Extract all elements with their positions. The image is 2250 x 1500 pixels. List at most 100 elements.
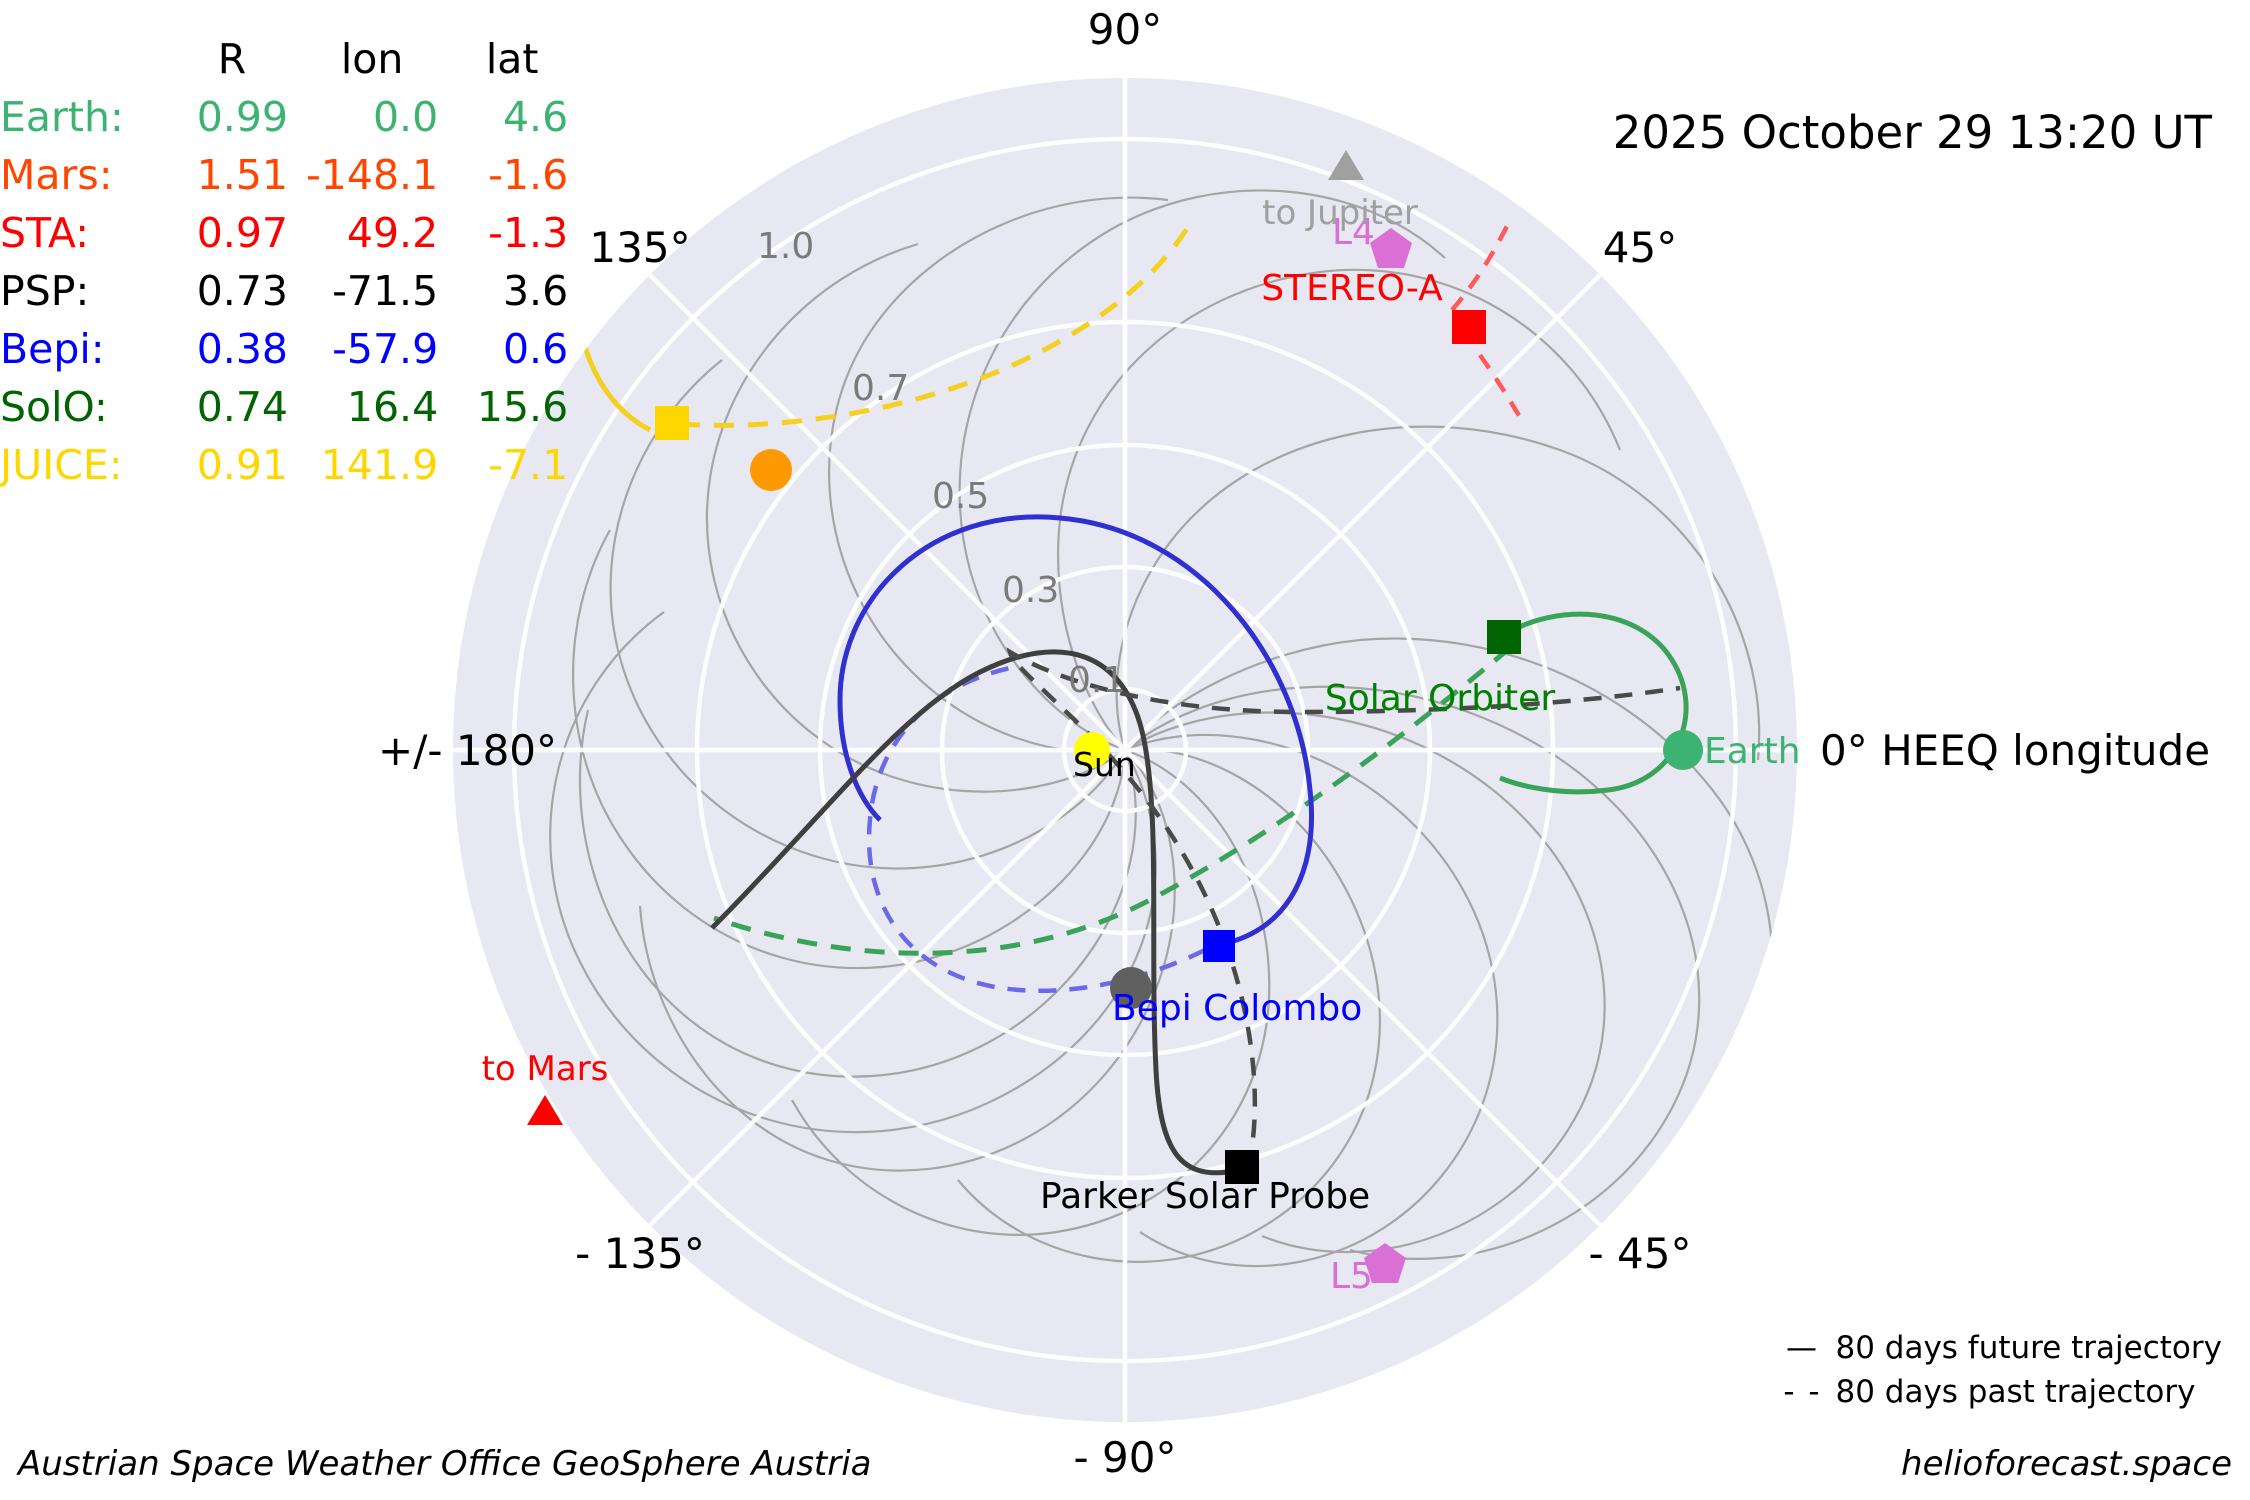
row-solo-lon: 16.4 <box>346 383 439 431</box>
sun-label: Sun <box>1073 745 1136 784</box>
polar-grid-rings <box>511 136 1739 1364</box>
row-sta-lat: -1.3 <box>488 209 569 257</box>
venus-marker[interactable] <box>750 449 792 491</box>
table-row: Mars: 1.51 -148.1 -1.6 <box>0 146 568 204</box>
radial-tick-1-0: 1.0 <box>757 226 814 267</box>
row-solo-name: SolO: <box>0 383 108 431</box>
row-bepi-name: Bepi: <box>0 325 105 373</box>
stereo-a-label: STEREO-A <box>1261 268 1443 309</box>
row-bepi-lon: -57.9 <box>332 325 439 373</box>
row-bepi-lat: 0.6 <box>502 325 569 373</box>
to-jupiter-marker[interactable] <box>1328 150 1364 180</box>
psp-future-trajectory <box>710 649 1229 1176</box>
l5-marker[interactable] <box>1364 1243 1406 1283</box>
radial-tick-0-5: 0.5 <box>932 476 989 517</box>
row-psp-r: 0.73 <box>196 267 288 315</box>
radial-tick-labels: 1.0 0.7 0.5 0.3 0.1 <box>757 226 1125 701</box>
bepi-future-trajectory <box>837 514 1314 949</box>
row-mars-lon: -148.1 <box>306 151 439 199</box>
legend-future-label: 80 days future trajectory <box>1835 1329 2222 1366</box>
mercury-marker[interactable] <box>1110 967 1152 1009</box>
table-row: PSP: 0.73 -71.5 3.6 <box>0 262 568 320</box>
table-row: Earth: 0.99 0.0 4.6 <box>0 88 568 146</box>
psp-past-trajectory <box>1006 647 1681 1169</box>
row-juice-lat: -7.1 <box>488 441 569 489</box>
earth-marker[interactable] <box>1663 730 1703 770</box>
stereo-a-past-trajectory <box>1450 222 1511 312</box>
radial-tick-0-3: 0.3 <box>1002 570 1059 611</box>
solar-orbiter-marker[interactable] <box>1487 620 1521 654</box>
l4-marker[interactable] <box>1370 228 1412 268</box>
legend-past-label: 80 days past trajectory <box>1835 1373 2196 1410</box>
row-psp-lon: -71.5 <box>332 267 439 315</box>
angle-labels: 90° 45° 0° HEEQ longitude - 45° - 90° - … <box>378 5 2210 1482</box>
row-mars-r: 1.51 <box>196 151 288 199</box>
dashed-line-icon: - - <box>1783 1373 1822 1410</box>
bepi-colombo-label: Bepi Colombo <box>1112 988 1362 1029</box>
angle-label-m45: - 45° <box>1589 1229 1692 1278</box>
table-row: SolO: 0.74 16.4 15.6 <box>0 378 568 436</box>
row-juice-name: JUICE: <box>0 441 123 489</box>
row-earth-name: Earth: <box>0 93 124 141</box>
solar-orbiter-past-trajectory <box>713 646 1512 956</box>
footer-attribution: Austrian Space Weather Office GeoSphere … <box>18 1444 872 1484</box>
row-solo-r: 0.74 <box>196 383 288 431</box>
to-jupiter-label: to Jupiter <box>1262 193 1418 233</box>
footer-website: helioforecast.space <box>1901 1444 2232 1484</box>
row-sta-r: 0.97 <box>196 209 288 257</box>
l5-label: L5 <box>1330 1256 1373 1297</box>
table-header-lon: lon <box>340 35 404 83</box>
sun-marker[interactable] <box>1074 732 1110 768</box>
angle-label-45: 45° <box>1603 223 1677 272</box>
angle-label-135: 135° <box>589 223 690 272</box>
radial-tick-0-7: 0.7 <box>852 368 909 409</box>
angle-label-m90: - 90° <box>1074 1433 1177 1482</box>
parker-solar-probe-label: Parker Solar Probe <box>1040 1176 1370 1217</box>
angle-label-0: 0° HEEQ longitude <box>1820 726 2210 775</box>
row-juice-lon: 141.9 <box>320 441 439 489</box>
legend-item-future: — 80 days future trajectory <box>1779 1326 2222 1370</box>
trajectory-legend: — 80 days future trajectory - - 80 days … <box>1779 1326 2222 1414</box>
row-sta-name: STA: <box>0 209 90 257</box>
polar-grid-spokes <box>453 78 1797 1422</box>
table-header-lat: lat <box>485 35 539 83</box>
parker-spiral-lines <box>549 189 1774 1268</box>
row-earth-lat: 4.6 <box>502 93 569 141</box>
radial-tick-0-1: 0.1 <box>1068 660 1125 701</box>
angle-label-90: 90° <box>1088 5 1162 54</box>
to-mars-marker[interactable] <box>527 1095 563 1125</box>
table-row: JUICE: 0.91 141.9 -7.1 <box>0 436 568 494</box>
table-header-name <box>0 30 158 88</box>
table-header-r: R <box>217 35 247 83</box>
row-earth-r: 0.99 <box>196 93 288 141</box>
row-mars-lat: -1.6 <box>488 151 569 199</box>
row-sta-lon: 49.2 <box>346 209 439 257</box>
stereo-a-future-trajectory <box>1478 353 1526 426</box>
to-mars-label: to Mars <box>482 1049 609 1089</box>
solid-line-icon: — <box>1785 1329 1819 1366</box>
page-title: 2025 October 29 13:20 UT <box>1612 106 2212 159</box>
row-juice-r: 0.91 <box>196 441 288 489</box>
table-row: STA: 0.97 49.2 -1.3 <box>0 204 568 262</box>
bepi-colombo-marker[interactable] <box>1203 930 1235 962</box>
angle-label-m135: - 135° <box>575 1229 705 1278</box>
row-bepi-r: 0.38 <box>196 325 288 373</box>
l4-label: L4 <box>1332 212 1375 253</box>
table-header-row: R lon lat <box>0 30 568 88</box>
ephemeris-table: R lon lat Earth: 0.99 0.0 4.6 Mars: 1.51… <box>0 30 568 494</box>
solar-orbiter-label: Solar Orbiter <box>1325 678 1555 719</box>
row-solo-lat: 15.6 <box>476 383 569 431</box>
legend-item-past: - - 80 days past trajectory <box>1779 1370 2222 1414</box>
angle-label-180: +/- 180° <box>378 726 557 775</box>
row-earth-lon: 0.0 <box>372 93 439 141</box>
row-psp-name: PSP: <box>0 267 90 315</box>
parker-solar-probe-marker[interactable] <box>1225 1150 1259 1184</box>
row-mars-name: Mars: <box>0 151 113 199</box>
row-psp-lat: 3.6 <box>502 267 569 315</box>
stereo-a-marker[interactable] <box>1452 310 1486 344</box>
solar-orbiter-future-trajectory <box>1498 611 1689 795</box>
juice-marker[interactable] <box>655 406 689 440</box>
juice-past-trajectory <box>679 222 1193 428</box>
table-row: Bepi: 0.38 -57.9 0.6 <box>0 320 568 378</box>
